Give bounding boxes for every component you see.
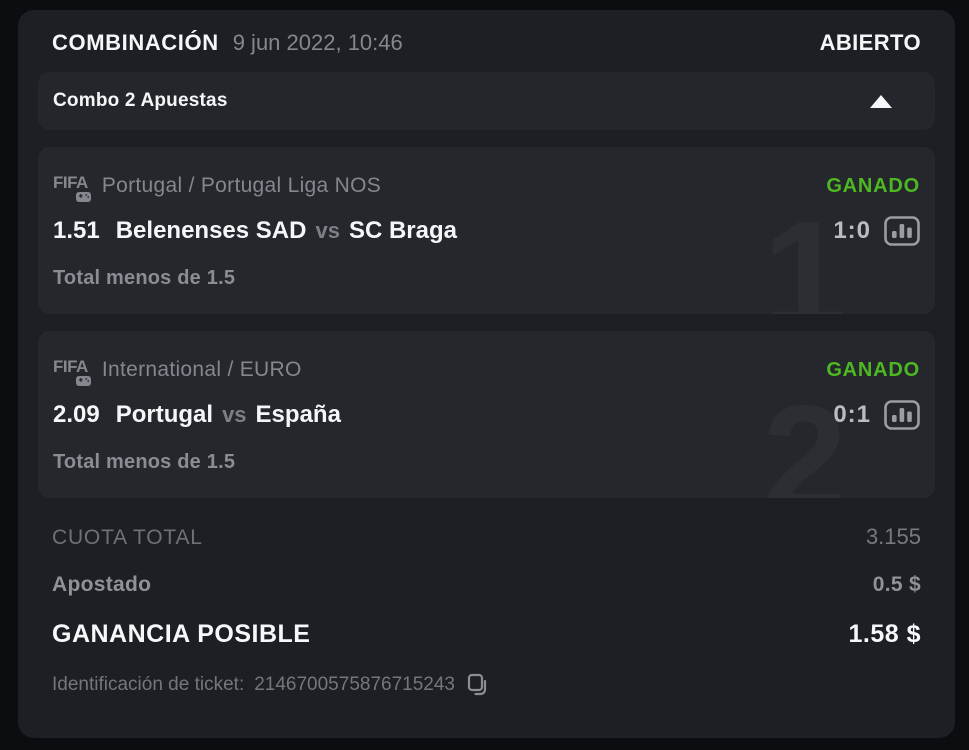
ticket-type-label: COMBINACIÓN	[52, 30, 219, 55]
possible-win-value: 1.58 $	[848, 620, 921, 648]
combo-toggle-bar[interactable]: Combo 2 Apuestas	[38, 72, 935, 130]
match-score: 0:1	[833, 401, 871, 428]
bet-league-row: FIFA Portugal / Portugal Liga NOS GANADO	[53, 173, 920, 202]
ticket-header: COMBINACIÓN 9 jun 2022, 10:46 ABIERTO	[18, 10, 955, 72]
total-odds-value: 3.155	[865, 524, 921, 549]
bet-ticket-card: COMBINACIÓN 9 jun 2022, 10:46 ABIERTO Co…	[18, 10, 955, 738]
bet-match-row: 2.09 Portugal vs España 0:1	[53, 400, 920, 430]
home-team-name: Portugal	[115, 401, 214, 428]
fifa-esports-icon: FIFA	[53, 357, 91, 386]
match-score-group: 0:1	[833, 400, 920, 430]
stake-label: Apostado	[52, 573, 152, 596]
match-score-group: 1:0	[833, 216, 920, 246]
total-odds-row: CUOTA TOTAL 3.155	[52, 524, 921, 550]
bet-status-won: GANADO	[826, 358, 920, 381]
bet-card-1: 1 FIFA Portugal / Portugal Liga NOS GANA…	[38, 147, 935, 314]
ticket-datetime: 9 jun 2022, 10:46	[232, 30, 403, 55]
ticket-status-label: ABIERTO	[819, 30, 921, 55]
bet-status-won: GANADO	[826, 174, 920, 197]
chevron-up-icon[interactable]	[870, 94, 892, 108]
match-stats-icon[interactable]	[884, 216, 920, 246]
match-stats-icon[interactable]	[884, 400, 920, 430]
possible-win-label: GANANCIA POSIBLE	[52, 620, 311, 648]
match-score: 1:0	[833, 217, 871, 244]
vs-label: vs	[222, 402, 247, 427]
ticket-id-row: Identificación de ticket: 21467005758767…	[52, 673, 921, 697]
stake-value: 0.5 $	[872, 573, 921, 596]
ticket-summary: CUOTA TOTAL 3.155 Apostado 0.5 $ GANANCI…	[18, 498, 955, 697]
vs-label: vs	[315, 218, 340, 243]
gamepad-icon	[75, 192, 91, 202]
bet-odds: 2.09	[53, 401, 100, 428]
league-name: Portugal / Portugal Liga NOS	[101, 174, 382, 197]
bet-market: Total menos de 1.5	[53, 451, 236, 473]
gamepad-icon	[75, 376, 91, 386]
home-team-name: Belenenses SAD	[115, 217, 307, 244]
bet-match-row: 1.51 Belenenses SAD vs SC Braga 1:0	[53, 216, 920, 246]
bet-league-row: FIFA International / EURO GANADO	[53, 357, 920, 386]
ticket-id-label: Identificación de ticket:	[52, 674, 245, 695]
bet-card-2: 2 FIFA International / EURO GANADO 2.09 …	[38, 331, 935, 498]
bet-odds: 1.51	[53, 217, 100, 244]
ticket-header-left: COMBINACIÓN 9 jun 2022, 10:46	[52, 30, 403, 56]
copy-icon[interactable]	[467, 673, 489, 697]
combo-label: Combo 2 Apuestas	[53, 90, 228, 111]
league-name: International / EURO	[101, 358, 302, 381]
possible-win-row: GANANCIA POSIBLE 1.58 $	[52, 620, 921, 649]
ticket-id-value: 2146700575876715243	[254, 674, 455, 695]
total-odds-label: CUOTA TOTAL	[52, 526, 203, 549]
away-team-name: España	[255, 401, 341, 428]
stake-row: Apostado 0.5 $	[52, 573, 921, 597]
fifa-esports-icon: FIFA	[53, 173, 91, 202]
bet-market: Total menos de 1.5	[53, 267, 236, 289]
away-team-name: SC Braga	[348, 217, 457, 244]
